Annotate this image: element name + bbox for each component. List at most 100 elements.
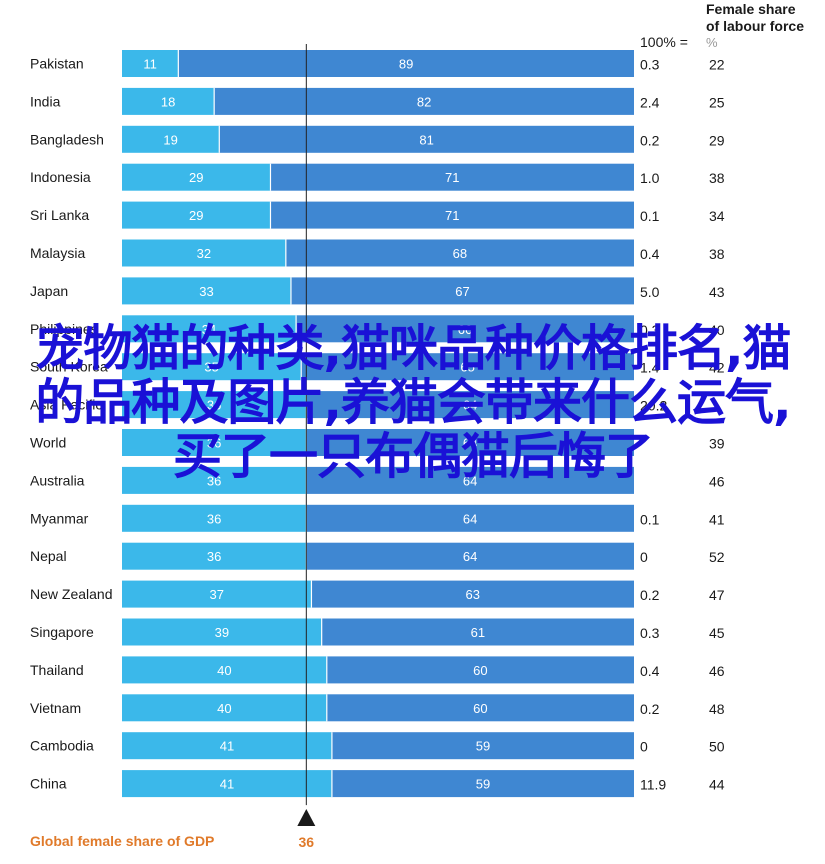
row-country-label: Sri Lanka <box>30 207 89 223</box>
total-value: 0.3 <box>640 625 660 641</box>
total-value: 1.0 <box>640 170 660 186</box>
female-share-value: 39 <box>709 436 725 452</box>
bar-segment-left <box>122 87 215 115</box>
bar-value-right: 60 <box>473 663 487 678</box>
total-column-header: 100% = <box>640 34 688 50</box>
bar-value-left: 40 <box>217 663 231 678</box>
bar-segment-left <box>122 353 302 381</box>
bar-segment-left <box>122 694 327 722</box>
bar-value-left: 41 <box>220 777 234 792</box>
bar-value-right: 65 <box>460 360 474 375</box>
row-country-label: Japan <box>30 283 68 299</box>
row-country-label: Thailand <box>30 662 84 678</box>
bar-segment-right <box>306 466 634 494</box>
bar-value-right: 89 <box>399 57 413 72</box>
bar-segment-right <box>306 542 634 570</box>
bar-value-right: 61 <box>471 625 485 640</box>
row-country-label: Myanmar <box>30 510 89 526</box>
female-share-value: 44 <box>709 777 725 793</box>
female-share-value: 42 <box>709 360 725 376</box>
bar-value-right: 63 <box>465 587 479 602</box>
female-share-value: 46 <box>709 663 725 679</box>
bar-segment-right <box>296 315 634 343</box>
female-share-value: 38 <box>709 246 725 262</box>
bar-segment-left <box>122 391 307 419</box>
bar-value-left: 41 <box>220 739 234 754</box>
bar-value-left: 29 <box>189 170 203 185</box>
bar-value-right: 66 <box>458 322 472 337</box>
total-value: 0.4 <box>640 663 660 679</box>
female-share-value: 52 <box>709 549 725 565</box>
bar-value-left: 29 <box>189 208 203 223</box>
female-share-value: 34 <box>709 208 725 224</box>
bar-segment-right <box>270 163 634 191</box>
total-value: 0.2 <box>640 132 660 148</box>
bar-segment-right <box>331 770 634 798</box>
bar-value-left: 18 <box>161 94 175 109</box>
row-country-label: India <box>30 93 61 109</box>
total-value: 0.2 <box>640 587 660 603</box>
total-value: 0.1 <box>640 511 660 527</box>
bar-segment-right <box>306 429 634 456</box>
bar-segment-right <box>326 694 634 722</box>
row-country-label: Cambodia <box>30 738 94 754</box>
reference-marker <box>297 809 316 826</box>
bar-segment-left <box>122 50 179 77</box>
bar-segment-left <box>122 580 312 608</box>
row-country-label: Asia Pacific <box>30 397 102 413</box>
bar-value-right: 59 <box>476 739 490 754</box>
bar-segment-right <box>290 277 634 305</box>
bar-value-right: 82 <box>417 94 431 109</box>
row-country-label: New Zealand <box>30 586 113 602</box>
total-value: 5.0 <box>640 284 660 300</box>
row-country-label: World <box>30 435 66 451</box>
row-country-label: Bangladesh <box>30 131 104 147</box>
bar-segment-left <box>122 315 297 343</box>
bar-value-left: 33 <box>199 284 213 299</box>
bar-value-right: 64 <box>463 511 477 526</box>
bar-value-left: 11 <box>143 57 157 72</box>
bar-segment-right <box>178 50 634 77</box>
total-value: 0.3 <box>640 322 660 338</box>
total-value: 1.4 <box>640 360 660 376</box>
total-value: 0.1 <box>640 208 660 224</box>
row-country-label: Malaysia <box>30 245 85 261</box>
total-value: 20.2 <box>640 398 667 414</box>
bar-segment-right <box>219 125 634 153</box>
female-share-value: 50 <box>709 739 725 755</box>
overlay-title: 宠物猫的种类,猫咪品种价格排名,猫的品种及图片,养猫会带来什么运气,买了一只布偶… <box>35 320 791 485</box>
bar-value-right: 64 <box>463 549 477 564</box>
bar-value-right: 68 <box>453 246 467 261</box>
bar-segment-left <box>122 618 322 646</box>
bar-value-left: 35 <box>204 360 218 375</box>
bar-value-left: 36 <box>207 549 221 564</box>
total-value: 0.2 <box>640 701 660 717</box>
bar-segment-left <box>122 466 307 494</box>
bar-segment-left <box>122 770 332 798</box>
bar-segment-left <box>122 429 307 456</box>
female-share-value: 40 <box>709 322 725 338</box>
bar-segment-left <box>122 239 286 267</box>
bar-segment-right <box>311 580 634 608</box>
total-value: 11.9 <box>640 777 666 793</box>
total-value: 0 <box>640 739 648 755</box>
total-value: 2.4 <box>640 94 660 110</box>
female-share-value: 46 <box>709 473 725 489</box>
bar-value-left: 39 <box>215 625 229 640</box>
female-share-value: 25 <box>709 94 725 110</box>
row-country-label: Pakistan <box>30 56 84 72</box>
bar-value-left: 34 <box>202 322 216 337</box>
row-country-label: South Korea <box>30 359 108 375</box>
bar-value-right: 60 <box>473 701 487 716</box>
row-country-label: Indonesia <box>30 169 91 185</box>
bar-segment-right <box>306 504 634 532</box>
female-share-value: 45 <box>709 625 725 641</box>
bar-value-left: 36 <box>207 398 221 413</box>
female-share-header: Female share of labour force <box>706 1 804 34</box>
bar-segment-left <box>122 125 220 153</box>
reference-value: 36 <box>299 834 315 850</box>
bar-value-right: 64 <box>463 398 477 413</box>
bar-value-right: 81 <box>419 132 433 147</box>
bar-value-left: 19 <box>163 132 177 147</box>
